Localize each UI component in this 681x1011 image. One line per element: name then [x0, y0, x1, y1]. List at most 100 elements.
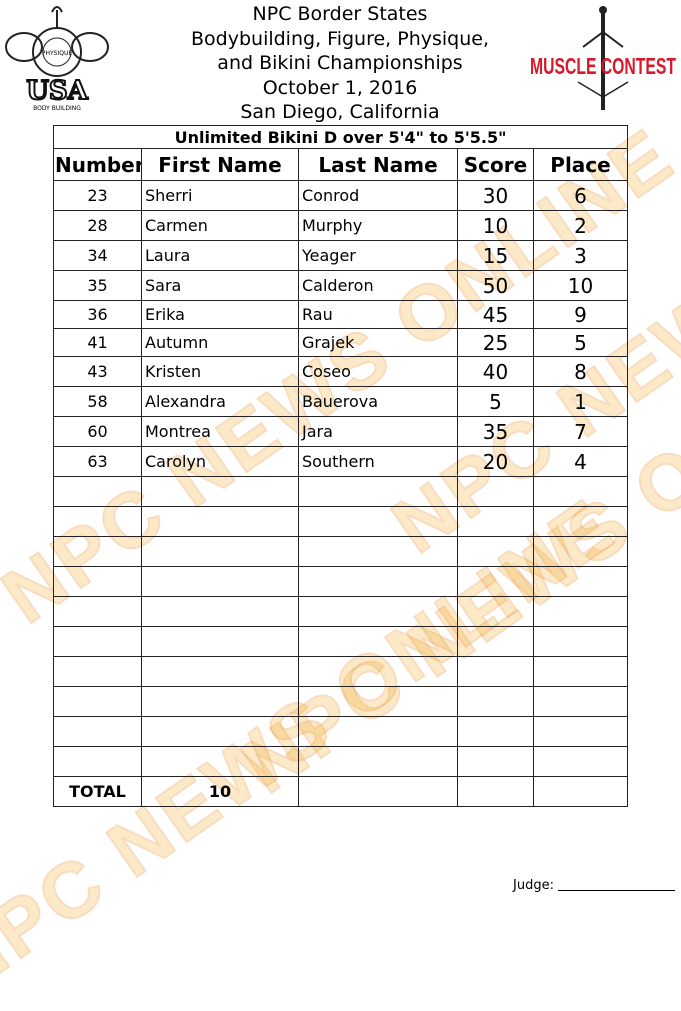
table-row: 41 Autumn Grajek 25 5 — [53, 328, 629, 357]
cell-place: 10 — [532, 270, 629, 301]
cell-number: 35 — [53, 270, 142, 301]
empty-cell — [53, 656, 142, 687]
cell-place: 7 — [532, 416, 629, 447]
empty-row — [53, 626, 629, 657]
cell-number: 63 — [53, 446, 142, 477]
empty-cell — [457, 776, 534, 807]
empty-cell — [53, 716, 142, 747]
cell-score: 50 — [457, 270, 534, 301]
cell-last-name: Murphy — [298, 210, 458, 241]
empty-cell — [298, 626, 458, 657]
cell-score: 25 — [457, 328, 534, 357]
cell-first-name: Laura — [141, 240, 299, 271]
cell-number: 34 — [53, 240, 142, 271]
cell-place: 1 — [532, 386, 629, 417]
cell-last-name: Calderon — [298, 270, 458, 301]
cell-number: 36 — [53, 300, 142, 329]
empty-cell — [298, 686, 458, 717]
cell-number: 41 — [53, 328, 142, 357]
empty-cell — [532, 656, 629, 687]
empty-cell — [457, 746, 534, 777]
cell-last-name: Jara — [298, 416, 458, 447]
empty-cell — [141, 536, 299, 567]
empty-row — [53, 536, 629, 567]
empty-cell — [53, 476, 142, 507]
svg-text:BODY BUILDING: BODY BUILDING — [33, 105, 81, 112]
table-row: 63 Carolyn Southern 20 4 — [53, 446, 629, 477]
cell-place: 9 — [532, 300, 629, 329]
empty-cell — [298, 506, 458, 537]
cell-score: 45 — [457, 300, 534, 329]
empty-cell — [53, 536, 142, 567]
cell-place: 6 — [532, 180, 629, 211]
cell-last-name: Rau — [298, 300, 458, 329]
empty-cell — [457, 656, 534, 687]
empty-cell — [457, 476, 534, 507]
header-line: and Bikini Championships — [217, 52, 463, 74]
empty-cell — [141, 746, 299, 777]
empty-cell — [298, 476, 458, 507]
table-row: 34 Laura Yeager 15 3 — [53, 240, 629, 271]
cell-score: 5 — [457, 386, 534, 417]
cell-score: 40 — [457, 356, 534, 387]
empty-row — [53, 686, 629, 717]
empty-cell — [298, 536, 458, 567]
table-row: 43 Kristen Coseo 40 8 — [53, 356, 629, 387]
empty-cell — [532, 686, 629, 717]
empty-row — [53, 596, 629, 627]
total-value: 10 — [141, 776, 299, 807]
empty-cell — [457, 626, 534, 657]
empty-cell — [532, 746, 629, 777]
empty-cell — [53, 626, 142, 657]
cell-last-name: Conrod — [298, 180, 458, 211]
cell-place: 8 — [532, 356, 629, 387]
cell-number: 58 — [53, 386, 142, 417]
total-row: TOTAL 10 — [53, 776, 629, 807]
cell-first-name: Carolyn — [141, 446, 299, 477]
npc-usa-logo: PHYSIQUE USA BODY BUILDING — [5, 6, 109, 112]
cell-first-name: Sherri — [141, 180, 299, 211]
cell-first-name: Erika — [141, 300, 299, 329]
empty-cell — [532, 536, 629, 567]
cell-score: 10 — [457, 210, 534, 241]
header-line: Bodybuilding, Figure, Physique, — [191, 27, 489, 50]
header-date: October 1, 2016 — [262, 76, 418, 99]
cell-score: 15 — [457, 240, 534, 271]
empty-cell — [532, 596, 629, 627]
cell-number: 43 — [53, 356, 142, 387]
empty-cell — [457, 686, 534, 717]
cell-place: 2 — [532, 210, 629, 241]
cell-first-name: Carmen — [141, 210, 299, 241]
empty-cell — [532, 506, 629, 537]
cell-first-name: Autumn — [141, 328, 299, 357]
empty-row — [53, 476, 629, 507]
cell-number: 60 — [53, 416, 142, 447]
event-header: NPC Border States Bodybuilding, Figure, … — [150, 2, 530, 125]
empty-cell — [532, 776, 629, 807]
col-last-name: Last Name — [298, 148, 458, 181]
empty-cell — [457, 716, 534, 747]
empty-cell — [298, 716, 458, 747]
empty-cell — [457, 536, 534, 567]
empty-cell — [141, 716, 299, 747]
class-title: Unlimited Bikini D over 5'4" to 5'5.5" — [52, 125, 629, 149]
empty-cell — [141, 596, 299, 627]
empty-cell — [141, 506, 299, 537]
judge-signature-line — [557, 890, 675, 891]
cell-number: 23 — [53, 180, 142, 211]
empty-cell — [141, 686, 299, 717]
cell-last-name: Bauerova — [298, 386, 458, 417]
results-table: Unlimited Bikini D over 5'4" to 5'5.5" N… — [52, 125, 629, 807]
empty-row — [53, 566, 629, 597]
muscle-contest-logo: MUSCLE CONTEST — [530, 6, 676, 110]
judge-label: Judge: — [513, 878, 554, 893]
cell-score: 30 — [457, 180, 534, 211]
table-row: 36 Erika Rau 45 9 — [53, 300, 629, 329]
empty-cell — [298, 656, 458, 687]
empty-cell — [53, 746, 142, 777]
cell-place: 3 — [532, 240, 629, 271]
cell-last-name: Yeager — [298, 240, 458, 271]
empty-cell — [298, 746, 458, 777]
col-score: Score — [457, 148, 534, 181]
cell-score: 20 — [457, 446, 534, 477]
